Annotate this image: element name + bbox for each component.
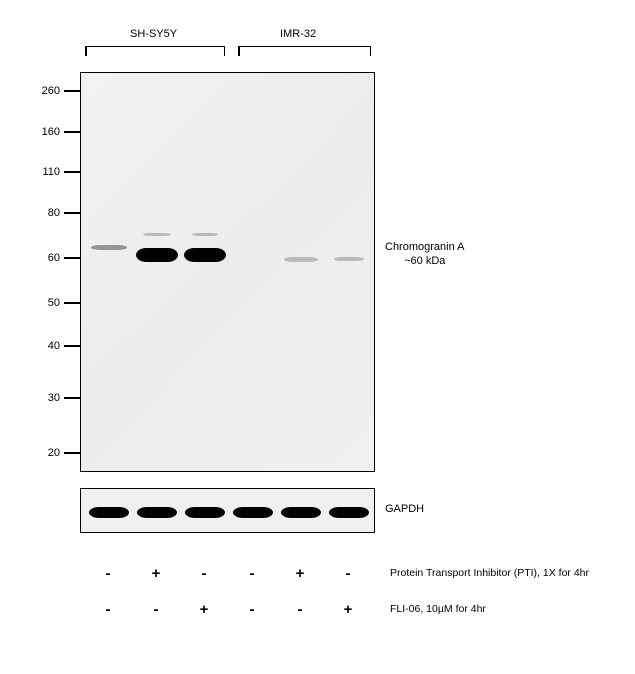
gapdh-band xyxy=(329,507,369,518)
gapdh-band xyxy=(185,507,225,518)
treatment-symbol: - xyxy=(87,601,129,618)
tick-icon xyxy=(64,302,80,304)
ladder-mark: 80 xyxy=(48,207,80,219)
target-protein-label: Chromogranin A ~60 kDa xyxy=(385,240,465,269)
ladder-mark: 30 xyxy=(48,392,80,404)
tick-icon xyxy=(64,212,80,214)
treatment-section: -+--+-Protein Transport Inhibitor (PTI),… xyxy=(80,565,600,637)
treatment-symbol: - xyxy=(231,601,273,618)
loading-control-label: GAPDH xyxy=(385,502,424,516)
ladder-mark: 40 xyxy=(48,340,80,352)
band xyxy=(91,245,127,250)
ladder-mark: 20 xyxy=(48,447,80,459)
ladder-mark: 110 xyxy=(42,166,80,178)
band xyxy=(136,248,178,262)
gapdh-band xyxy=(137,507,177,518)
treatment-symbol: - xyxy=(135,601,177,618)
main-blot-panel xyxy=(80,72,375,472)
ladder-mark: 60 xyxy=(48,252,80,264)
treatment-symbol: + xyxy=(135,565,177,582)
tick-icon xyxy=(64,90,80,92)
ladder-mark: 260 xyxy=(42,85,80,97)
treatment-row: -+--+-Protein Transport Inhibitor (PTI),… xyxy=(80,565,600,595)
band xyxy=(143,233,171,236)
ladder-mark: 50 xyxy=(48,297,80,309)
group-bracket-2 xyxy=(238,46,371,56)
mw-ladder: 260 160 110 80 60 50 40 30 20 xyxy=(30,72,80,472)
gapdh-band xyxy=(89,507,129,518)
group-labels-row: SH-SY5Y IMR-32 xyxy=(80,28,375,60)
treatment-description: FLI-06, 10µM for 4hr xyxy=(390,603,486,615)
group-bracket-1 xyxy=(85,46,225,56)
ladder-mark: 160 xyxy=(42,126,80,138)
treatment-symbol: - xyxy=(87,565,129,582)
treatment-row: --+--+FLI-06, 10µM for 4hr xyxy=(80,601,600,631)
treatment-description: Protein Transport Inhibitor (PTI), 1X fo… xyxy=(390,567,589,579)
tick-icon xyxy=(64,131,80,133)
treatment-symbol: - xyxy=(279,601,321,618)
band xyxy=(284,257,318,262)
gapdh-band xyxy=(233,507,273,518)
tick-icon xyxy=(64,397,80,399)
treatment-symbol: - xyxy=(231,565,273,582)
tick-icon xyxy=(64,452,80,454)
treatment-symbol: - xyxy=(327,565,369,582)
tick-icon xyxy=(64,257,80,259)
treatment-symbol: + xyxy=(279,565,321,582)
tick-icon xyxy=(64,345,80,347)
band xyxy=(184,248,226,262)
treatment-symbol: - xyxy=(183,565,225,582)
treatment-symbol: + xyxy=(183,601,225,618)
tick-icon xyxy=(64,171,80,173)
group-label-1: SH-SY5Y xyxy=(130,28,177,40)
treatment-symbol: + xyxy=(327,601,369,618)
western-blot-figure: SH-SY5Y IMR-32 260 160 110 80 60 50 40 3… xyxy=(0,0,635,674)
group-label-2: IMR-32 xyxy=(280,28,316,40)
band xyxy=(192,233,218,236)
gapdh-band xyxy=(281,507,321,518)
band xyxy=(334,257,364,261)
gapdh-blot-panel xyxy=(80,488,375,533)
